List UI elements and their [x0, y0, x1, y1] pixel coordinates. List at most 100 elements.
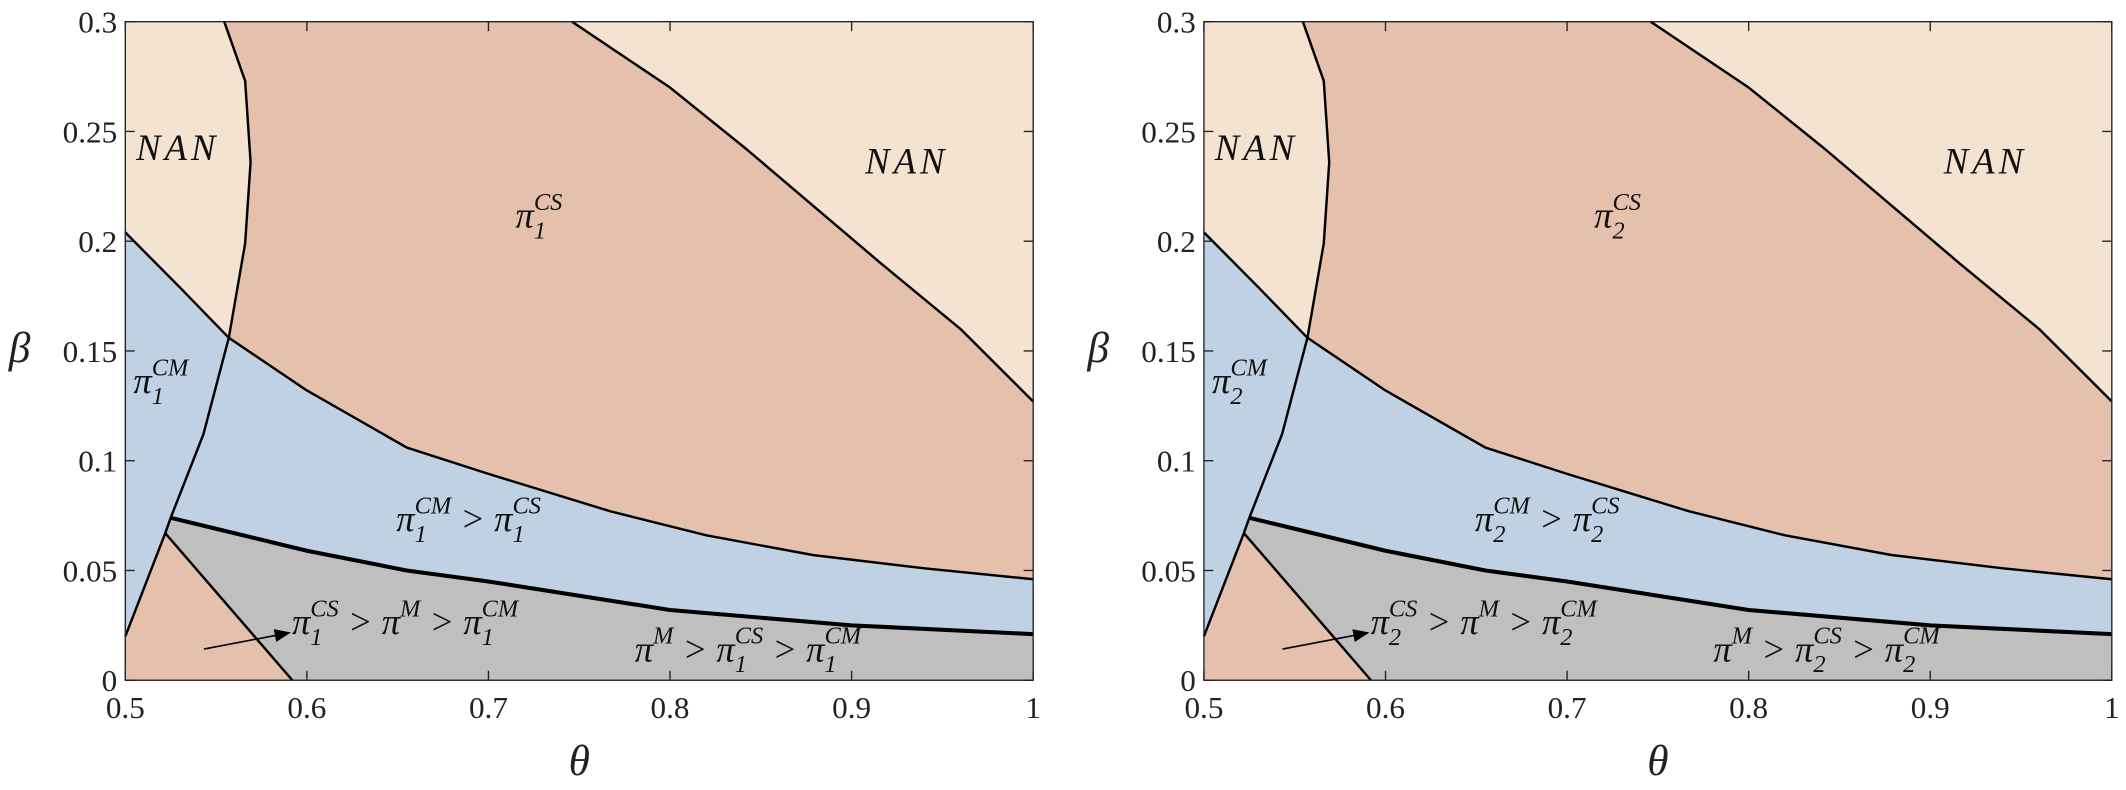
label-part: π: [516, 195, 536, 236]
label-part: CS: [1591, 493, 1619, 520]
label-part: > π: [673, 628, 736, 669]
label-part: π: [1371, 601, 1391, 642]
label-part: CM: [152, 354, 190, 381]
label-part: 1: [735, 651, 747, 678]
label-part: > π: [1842, 628, 1905, 669]
label-part: M: [652, 623, 675, 650]
label-part: > π: [339, 601, 402, 642]
label-part: CS: [735, 623, 763, 650]
label-part: 1: [534, 217, 546, 244]
y-axis-label: β: [8, 324, 31, 372]
y-tick-label: 0: [1180, 663, 1196, 698]
label-part: 2: [1389, 624, 1401, 651]
y-tick-label: 0.05: [1141, 553, 1196, 588]
label-part: NAN: [135, 127, 219, 168]
label-part: CM: [825, 623, 863, 650]
label-part: > π: [763, 628, 826, 669]
x-tick-label: 0.6: [1366, 690, 1405, 725]
label-part: π: [1475, 498, 1495, 539]
boundary-curve: [571, 20, 1035, 403]
y-tick-label: 0: [102, 663, 118, 698]
label-part: π: [1212, 360, 1232, 401]
boundary-curve: [1649, 20, 2113, 403]
label-part: M: [1478, 596, 1501, 623]
label-part: NAN: [1214, 127, 1298, 168]
x-tick-label: 0.8: [651, 690, 690, 725]
x-tick-label: 0.9: [832, 690, 871, 725]
region-label: π1CS: [516, 189, 563, 244]
x-tick-label: 0.5: [1184, 690, 1223, 725]
x-tick-label: 0.7: [469, 690, 508, 725]
label-part: 2: [1903, 651, 1915, 678]
x-tick-label: 0.9: [1911, 690, 1950, 725]
x-tick-label: 1: [2104, 690, 2120, 725]
region-label: π2CM > π2CS: [1475, 493, 1620, 548]
boundary-curve: [1242, 532, 1372, 682]
label-part: 2: [1493, 521, 1505, 548]
label-part: NAN: [1943, 140, 2027, 181]
label-part: π: [292, 601, 312, 642]
label-part: π: [133, 360, 153, 401]
label-part: π: [635, 628, 655, 669]
label-part: 2: [1613, 217, 1625, 244]
label-part: π: [396, 498, 416, 539]
x-tick-label: 0.7: [1548, 690, 1587, 725]
label-part: 1: [415, 521, 427, 548]
label-part: 1: [513, 521, 525, 548]
label-part: > π: [451, 498, 514, 539]
label-part: CS: [512, 493, 540, 520]
y-tick-label: 0.2: [78, 224, 117, 259]
label-part: CS: [1813, 623, 1841, 650]
label-part: CM: [415, 493, 453, 520]
y-tick-label: 0.25: [63, 114, 118, 149]
region-label: NAN: [135, 127, 219, 168]
label-part: 1: [825, 651, 837, 678]
y-tick-label: 0.1: [78, 444, 117, 479]
arrow: [1282, 629, 1370, 650]
region-label: π1CM: [133, 354, 190, 409]
region-label: πM > π2CS > π2CM: [1713, 623, 1941, 678]
label-part: > π: [1752, 628, 1815, 669]
boundary-curve: [1248, 515, 2112, 637]
x-axis-label: θ: [1647, 737, 1668, 785]
label-part: 1: [482, 624, 494, 651]
label-part: π: [1713, 628, 1733, 669]
label-part: M: [399, 596, 422, 623]
boundary-curve: [124, 231, 1034, 581]
label-part: M: [1731, 623, 1754, 650]
label-part: > π: [420, 601, 483, 642]
x-axis-label: θ: [569, 737, 590, 785]
label-part: CM: [1903, 623, 1941, 650]
label-part: NAN: [864, 140, 948, 181]
region-label: NAN: [1214, 127, 1298, 168]
region-label: π1CM > π1CS: [396, 493, 541, 548]
y-tick-label: 0.05: [63, 553, 118, 588]
boundary-curve: [164, 532, 294, 682]
y-tick-label: 0.15: [63, 334, 118, 369]
region-label: π2CM: [1212, 354, 1269, 409]
label-part: π: [1594, 195, 1614, 236]
label-part: 2: [1230, 383, 1242, 410]
label-part: 1: [152, 383, 164, 410]
label-part: CM: [482, 596, 520, 623]
boundary-curve: [1203, 231, 2112, 581]
label-part: CM: [1560, 596, 1598, 623]
label-part: CS: [534, 189, 562, 216]
y-tick-label: 0.3: [78, 5, 117, 40]
region-label: π2CS: [1594, 189, 1641, 244]
label-part: CS: [310, 596, 338, 623]
label-part: 2: [1591, 521, 1603, 548]
label-part: CM: [1230, 354, 1268, 381]
region-label: NAN: [864, 140, 948, 181]
label-part: CS: [1389, 596, 1417, 623]
y-tick-label: 0.15: [1141, 334, 1196, 369]
x-tick-label: 0.5: [106, 690, 145, 725]
label-part: 2: [1813, 651, 1825, 678]
y-tick-label: 0.1: [1157, 444, 1196, 479]
region-label: NAN: [1943, 140, 2027, 181]
label-part: > π: [1499, 601, 1562, 642]
y-tick-label: 0.3: [1157, 5, 1196, 40]
label-part: 2: [1560, 624, 1572, 651]
